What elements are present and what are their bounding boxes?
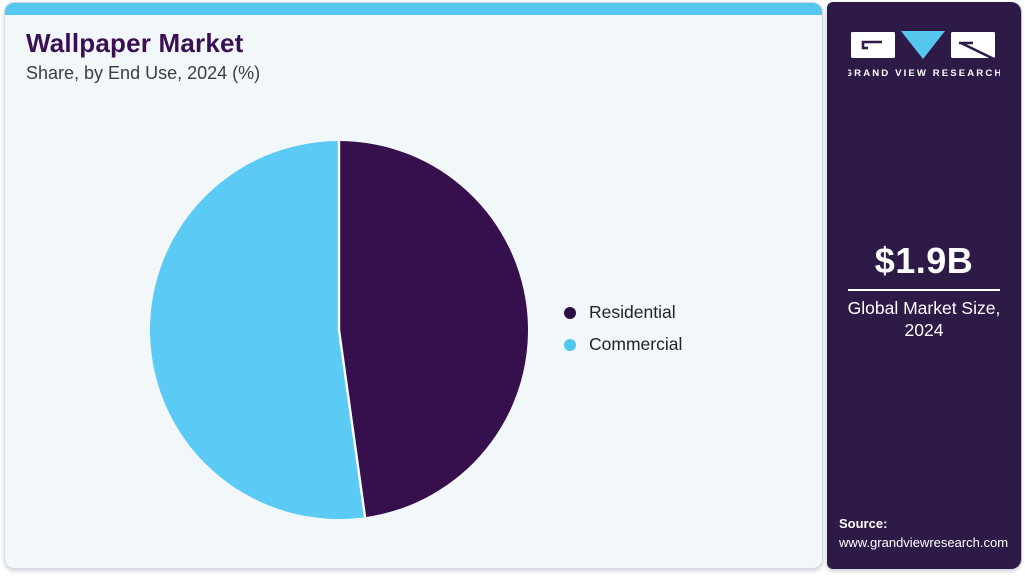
page-title: Wallpaper Market [26,28,244,58]
market-size-caption-line2: 2024 [904,319,944,340]
logo-r-block [951,32,995,58]
logo-g-block [851,32,895,58]
chart-legend: Residential Commercial [564,302,682,355]
market-size-caption-line1: Global Market Size, [847,298,1001,318]
legend-dot-icon [564,338,576,351]
legend-item-commercial: Commercial [564,334,682,355]
pie-chart-svg [149,141,528,519]
accent-top-bar [5,3,822,15]
pie-slice-commercial [149,141,366,519]
legend-label: Commercial [589,334,683,354]
logo-brand-text: GRAND VIEW RESEARCH [848,68,1000,79]
market-size-callout: $1.9B Global Market Size, 2024 [827,240,1021,342]
pie-slice-residential [339,141,528,518]
logo-g-glyph [861,40,882,50]
source-label: Source: [839,516,888,532]
chart-card: Wallpaper Market Share, by End Use, 2024… [4,2,823,569]
brand-sidebar: GRAND VIEW RESEARCH $1.9B Global Market … [827,2,1021,569]
market-size-value: $1.9B [874,240,974,281]
source-url-link[interactable]: www.grandviewresearch.com [839,535,1009,551]
legend-dot-icon [564,306,576,319]
gvr-logo: GRAND VIEW RESEARCH [845,28,1001,87]
market-size-caption: Global Market Size, 2024 [827,298,1021,342]
pie-slice-divider [337,329,367,518]
market-size-divider [848,289,1000,291]
legend-item-residential: Residential [564,302,682,323]
logo-v-triangle [901,31,945,59]
pie-chart [149,140,529,520]
gvr-logo-icon: GRAND VIEW RESEARCH [845,31,1001,79]
page-subtitle: Share, by End Use, 2024 (%) [26,63,261,83]
chart-header: Wallpaper Market Share, by End Use, 2024… [26,28,260,84]
source-attribution: Source: www.grandviewresearch.com [839,515,1008,553]
logo-r-glyph [959,41,997,62]
legend-label: Residential [589,302,676,322]
